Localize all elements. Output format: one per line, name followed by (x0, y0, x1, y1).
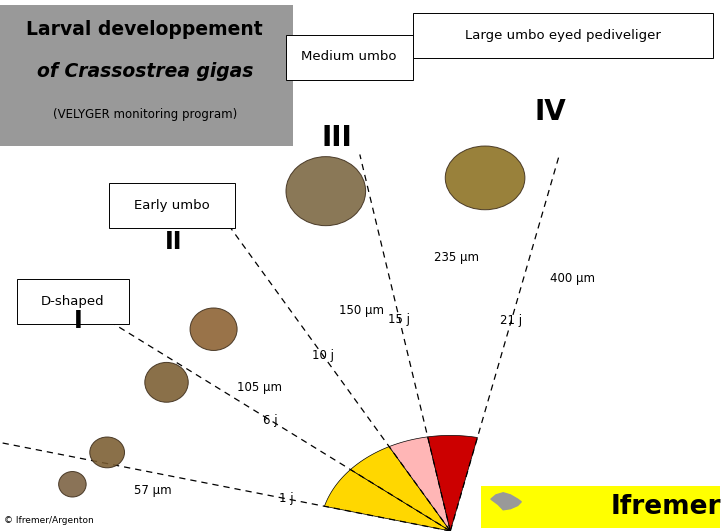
Text: 1 j: 1 j (279, 492, 293, 505)
Text: D-shaped: D-shaped (41, 295, 104, 307)
Text: 150 μm: 150 μm (339, 304, 384, 317)
Text: 235 μm: 235 μm (434, 251, 479, 264)
Text: 15 j: 15 j (388, 313, 411, 326)
Text: 6 j: 6 j (263, 414, 277, 426)
Polygon shape (389, 437, 450, 531)
Text: Larval developpement: Larval developpement (27, 20, 263, 39)
FancyBboxPatch shape (17, 279, 129, 324)
Polygon shape (428, 435, 477, 531)
Polygon shape (324, 469, 450, 531)
Text: (VELYGER monitoring program): (VELYGER monitoring program) (53, 108, 237, 121)
FancyBboxPatch shape (413, 13, 713, 58)
Text: III: III (321, 124, 352, 152)
Text: Ifremer: Ifremer (611, 494, 721, 520)
Polygon shape (491, 493, 521, 510)
Text: I: I (74, 309, 83, 333)
Text: Medium umbo: Medium umbo (301, 50, 397, 63)
Ellipse shape (90, 437, 125, 468)
FancyBboxPatch shape (286, 35, 413, 80)
Ellipse shape (286, 157, 366, 226)
Polygon shape (350, 447, 450, 531)
Ellipse shape (190, 308, 237, 350)
Text: 21 j: 21 j (500, 314, 522, 327)
Text: Early umbo: Early umbo (134, 199, 209, 212)
Text: 10 j: 10 j (312, 349, 334, 362)
Text: 105 μm: 105 μm (237, 381, 282, 394)
Text: 400 μm: 400 μm (550, 272, 595, 285)
FancyBboxPatch shape (109, 183, 235, 228)
Ellipse shape (445, 146, 525, 210)
Text: 57 μm: 57 μm (134, 484, 172, 497)
Text: Large umbo eyed pediveliger: Large umbo eyed pediveliger (466, 29, 661, 42)
Ellipse shape (145, 362, 188, 402)
Text: © Ifremer/Argenton: © Ifremer/Argenton (4, 516, 93, 525)
FancyBboxPatch shape (481, 486, 720, 528)
Text: of Crassostrea gigas: of Crassostrea gigas (37, 62, 253, 81)
Text: IV: IV (534, 98, 566, 125)
FancyBboxPatch shape (0, 5, 293, 146)
Text: II: II (165, 229, 182, 254)
Ellipse shape (59, 472, 86, 497)
